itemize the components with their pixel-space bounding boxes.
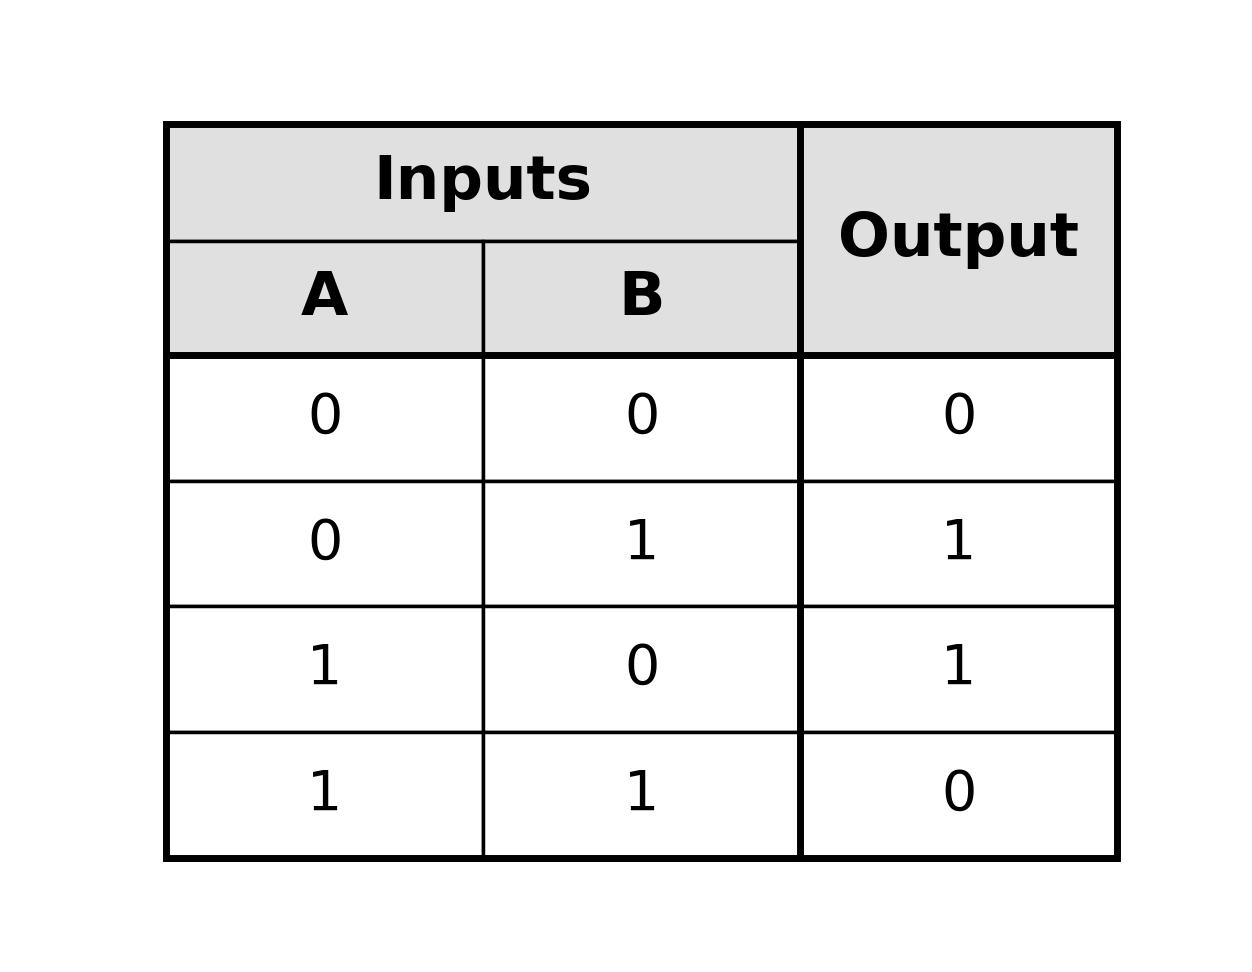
Text: 0: 0 bbox=[942, 768, 977, 821]
Bar bbox=[483, 241, 800, 355]
Bar bbox=[483, 732, 800, 857]
Bar bbox=[167, 732, 483, 857]
Text: 0: 0 bbox=[623, 642, 660, 696]
Text: 0: 0 bbox=[942, 391, 977, 445]
Text: 1: 1 bbox=[623, 768, 660, 821]
Text: 0: 0 bbox=[623, 391, 660, 445]
Bar bbox=[483, 355, 800, 481]
Bar bbox=[167, 607, 483, 732]
Text: 0: 0 bbox=[307, 391, 342, 445]
Text: 0: 0 bbox=[307, 516, 342, 571]
Bar bbox=[483, 607, 800, 732]
Text: A: A bbox=[300, 269, 348, 328]
Bar bbox=[167, 355, 483, 481]
Text: 1: 1 bbox=[942, 516, 977, 571]
Bar bbox=[167, 124, 800, 241]
Bar bbox=[800, 124, 1117, 355]
Text: Output: Output bbox=[838, 210, 1079, 269]
Text: 1: 1 bbox=[307, 768, 342, 821]
Text: 1: 1 bbox=[942, 642, 977, 696]
Text: 1: 1 bbox=[623, 516, 660, 571]
Bar bbox=[483, 481, 800, 607]
Bar bbox=[167, 241, 483, 355]
Bar bbox=[800, 481, 1117, 607]
Text: Inputs: Inputs bbox=[373, 154, 592, 212]
Bar bbox=[800, 355, 1117, 481]
Text: 1: 1 bbox=[307, 642, 342, 696]
Bar bbox=[800, 607, 1117, 732]
Text: B: B bbox=[618, 269, 665, 328]
Bar bbox=[800, 732, 1117, 857]
Bar bbox=[167, 481, 483, 607]
